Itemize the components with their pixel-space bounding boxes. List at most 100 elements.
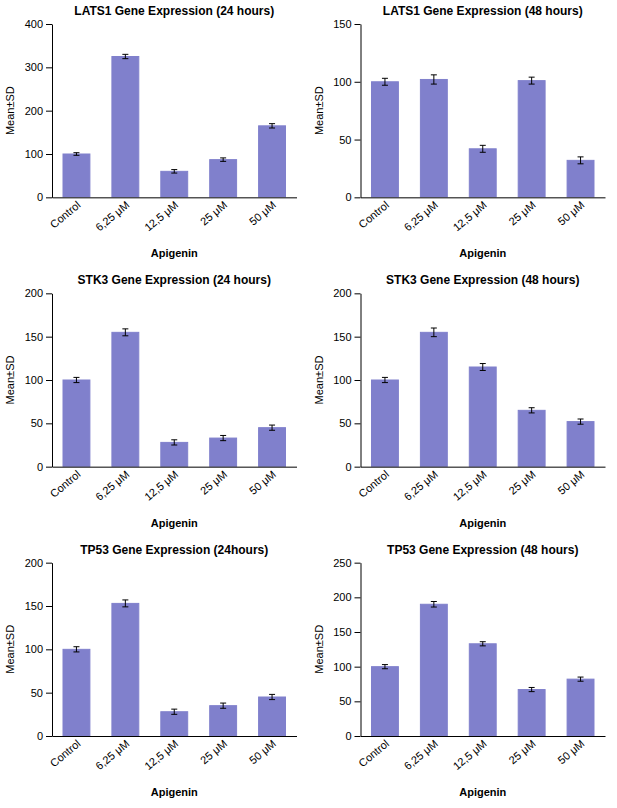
tick: 150 (333, 331, 360, 343)
error-bar (431, 328, 437, 337)
tick: 12,5 μM (451, 197, 489, 233)
y-tick-label: 0 (345, 730, 351, 742)
bar (567, 422, 594, 467)
tick: 6,25 μM (93, 736, 131, 772)
bar (469, 644, 496, 736)
y-tick-label: 100 (25, 374, 43, 386)
x-tick-label: 50 μM (247, 737, 278, 766)
tick: 50 μM (247, 467, 278, 497)
plot-area (372, 601, 594, 736)
bar (469, 367, 496, 467)
tick: 6,25 μM (93, 197, 131, 233)
tick: 0 (345, 461, 360, 473)
error-bar (73, 153, 79, 156)
tick-mark (46, 24, 52, 25)
panel: Control6,25 μM12,5 μM25 μM50 μM050100150… (4, 273, 297, 528)
tick: 400 (25, 18, 52, 30)
tick: 0 (37, 191, 52, 203)
tick-mark (46, 423, 52, 424)
y-axis-title: Mean±SD (313, 356, 325, 405)
x-axis: Control6,25 μM12,5 μM25 μM50 μM (356, 197, 605, 233)
tick-mark (355, 140, 361, 141)
tick: 25 μM (506, 197, 537, 227)
tick: 100 (333, 661, 360, 673)
tick: 12,5 μM (451, 736, 489, 772)
y-tick-label: 0 (345, 461, 351, 473)
y-axis: 050100150200 (333, 287, 361, 472)
plot-area (63, 54, 285, 197)
y-tick-label: 0 (37, 461, 43, 473)
bar (63, 380, 90, 467)
x-tick-label: 25 μM (198, 737, 229, 766)
tick: 50 μM (247, 197, 278, 227)
bar (210, 438, 237, 467)
error-bar (220, 158, 226, 161)
x-tick-label: Control (48, 199, 83, 231)
tick-mark (355, 293, 361, 294)
y-tick-label: 50 (339, 134, 351, 146)
tick: Control (48, 736, 83, 769)
tick: 50 μM (247, 736, 278, 766)
tick-mark (355, 667, 361, 668)
tick-mark (355, 632, 361, 633)
tick: 6,25 μM (402, 736, 440, 772)
y-tick-label: 150 (333, 331, 351, 343)
error-bar (122, 329, 128, 336)
error-bar (431, 75, 437, 84)
x-tick-label: 12,5 μM (142, 737, 180, 772)
tick: 100 (25, 643, 52, 655)
bar (518, 410, 545, 466)
plot-area (372, 328, 594, 467)
tick: 50 μM (555, 736, 586, 766)
x-axis: Control6,25 μM12,5 μM25 μM50 μM (356, 467, 605, 503)
tick-mark (355, 736, 361, 737)
y-tick-label: 150 (25, 331, 43, 343)
x-tick-label: 6,25 μM (93, 468, 131, 503)
y-tick-label: 300 (25, 61, 43, 73)
y-tick-label: 200 (25, 287, 43, 299)
tick: 100 (333, 374, 360, 386)
y-tick-label: 0 (345, 191, 351, 203)
y-axis-title: Mean±SD (4, 86, 16, 135)
x-tick-label: 6,25 μM (402, 468, 440, 503)
bar (259, 126, 286, 197)
error-bar (73, 377, 79, 382)
y-tick-label: 200 (25, 105, 43, 117)
y-tick-label: 250 (333, 557, 351, 569)
x-tick-label: 50 μM (247, 468, 278, 497)
y-tick-label: 50 (31, 417, 43, 429)
figure: Control 6,25 μM 12,5 μM 25 μM 50 μM 0 100 200 30… (0, 0, 617, 808)
x-tick-label: 12,5 μM (142, 468, 180, 503)
bar (161, 712, 188, 736)
tick: 25 μM (506, 467, 537, 497)
x-tick-label: 6,25 μM (402, 737, 440, 772)
bar (210, 706, 237, 736)
title: LATS1 Gene Expression (48 hours) (383, 4, 583, 18)
panel: Control6,25 μM12,5 μM25 μM50 μM050100150… (4, 543, 297, 798)
x-tick-label: 25 μM (506, 199, 537, 228)
x-tick-label: 25 μM (506, 737, 537, 766)
y-axis-title: Mean±SD (313, 86, 325, 135)
x-tick-label: Control (48, 737, 83, 769)
tick: 12,5 μM (142, 736, 180, 772)
title: TP53 Gene Expression (48 hours) (387, 543, 578, 557)
tick: 200 (333, 591, 360, 603)
error-bar (171, 709, 177, 714)
tick: 100 (25, 374, 52, 386)
error-bar (480, 145, 486, 152)
tick-mark (46, 606, 52, 607)
panel: Control6,25 μM12,5 μM25 μM50 μM050100150… (313, 273, 606, 528)
tick-mark (46, 693, 52, 694)
y-tick-label: 100 (25, 148, 43, 160)
x-tick-label: Control (356, 199, 391, 231)
error-bar (171, 440, 177, 445)
tick: Control (356, 467, 391, 500)
bar (420, 332, 447, 466)
tick: Control (48, 467, 83, 500)
y-axis-title: Mean±SD (4, 625, 16, 674)
tick-mark (355, 423, 361, 424)
x-tick-label: 12,5 μM (451, 468, 489, 503)
panel: Control6,25 μM12,5 μM25 μM50 μM010020030… (4, 4, 297, 259)
plot-area (63, 600, 285, 736)
error-bar (529, 77, 535, 84)
